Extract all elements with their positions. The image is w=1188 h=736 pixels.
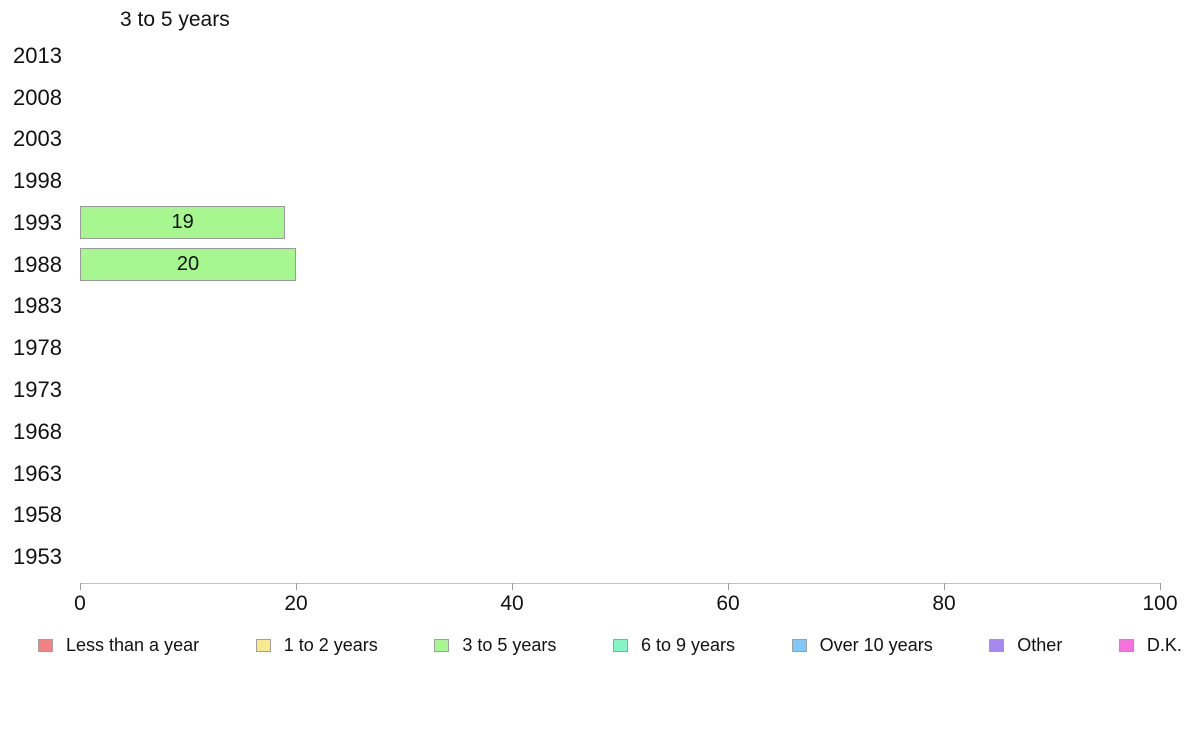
bar-value-label: 20	[176, 253, 200, 276]
chart-row: 1968	[0, 411, 1188, 453]
legend-item[interactable]: Less than a year	[38, 635, 199, 656]
legend-item-label: 3 to 5 years	[462, 634, 557, 655]
legend-item[interactable]: 3 to 5 years	[434, 635, 556, 656]
x-axis-tick-label: 0	[74, 591, 86, 615]
bar-track	[80, 77, 1160, 119]
y-axis-label: 2003	[13, 126, 62, 152]
legend-item[interactable]: 1 to 2 years	[255, 634, 378, 656]
bar-track	[80, 327, 1160, 369]
y-axis-label: 1963	[13, 460, 62, 486]
x-axis-tick	[944, 582, 945, 590]
y-axis-label: 1973	[13, 377, 62, 402]
legend-item-label: 1 to 2 years	[283, 634, 378, 655]
legend-swatch-icon	[38, 638, 53, 652]
chart-row: 1983	[0, 286, 1188, 328]
y-axis-label: 1958	[13, 502, 62, 528]
x-axis-tick-label: 60	[716, 591, 740, 615]
bar: 20	[80, 248, 296, 282]
legend: Less than a year 1 to 2 years 3 to 5 years…	[0, 635, 1188, 656]
chart-row: 1963	[0, 453, 1188, 495]
y-axis-label: 1968	[13, 418, 62, 444]
x-axis-tick	[512, 582, 513, 590]
bar-track	[80, 160, 1160, 202]
bar-track	[80, 35, 1160, 77]
legend-item-label: 6 to 9 years	[641, 634, 736, 655]
y-axis-label: 2013	[13, 42, 62, 68]
legend-item-label: Less than a year	[66, 634, 200, 655]
x-axis-tick-label: 80	[932, 591, 956, 615]
x-axis-tick-label: 40	[500, 591, 524, 615]
bar-track	[80, 453, 1160, 495]
y-axis-label: 1983	[13, 293, 62, 319]
legend-item[interactable]: Other	[989, 635, 1062, 656]
chart-row: 1978	[0, 327, 1188, 369]
legend-swatch-icon	[989, 638, 1005, 652]
y-axis-label: 1998	[13, 168, 62, 194]
chart-title: 3 to 5 years	[120, 8, 230, 31]
legend-item-label: Over 10 years	[819, 634, 933, 655]
x-axis-tick	[296, 582, 297, 590]
legend-swatch-icon	[434, 638, 450, 652]
legend-swatch-icon	[613, 638, 628, 652]
bar-track	[80, 369, 1160, 411]
bar-track	[80, 494, 1160, 536]
bar-value-label: 19	[171, 211, 194, 234]
legend-item-label: Other	[1017, 634, 1063, 655]
x-axis: 0 20 40 60 80 100	[74, 582, 1178, 620]
bar-track: 20	[80, 244, 1160, 286]
x-axis-line	[80, 582, 1160, 584]
plot-area: 2013 2008 2003 1998 1993 19 1988 20 1983 1978 1973…	[0, 35, 1188, 578]
y-axis-label: 1993	[13, 209, 62, 235]
legend-swatch-icon	[791, 638, 807, 652]
bar-track	[80, 286, 1160, 328]
x-axis-tick-label: 20	[284, 591, 308, 615]
legend-swatch-icon	[255, 638, 271, 652]
bar-track	[80, 411, 1160, 453]
bar-track: 19	[80, 202, 1160, 244]
chart-row: 1993 19	[0, 202, 1188, 244]
x-axis-tick	[728, 582, 729, 590]
chart-row: 2013	[0, 35, 1188, 77]
x-axis-tick-label: 100	[1142, 591, 1178, 615]
legend-item-label: D.K.	[1146, 634, 1182, 655]
x-axis-tick	[1160, 582, 1161, 590]
y-axis-label: 2008	[13, 84, 62, 110]
legend-item[interactable]: D.K.	[1118, 634, 1182, 656]
chart-row: 1998	[0, 160, 1188, 202]
chart-row: 1973	[0, 369, 1188, 411]
y-axis-label: 1953	[13, 544, 62, 570]
chart-row: 1953	[0, 536, 1188, 578]
chart-row: 1958	[0, 494, 1188, 536]
bar-track	[80, 536, 1160, 578]
legend-item[interactable]: 6 to 9 years	[613, 635, 735, 656]
legend-swatch-icon	[1118, 638, 1134, 652]
x-axis-tick	[80, 582, 81, 590]
chart-row: 2008	[0, 77, 1188, 119]
bar-track	[80, 119, 1160, 161]
chart-row: 2003	[0, 119, 1188, 161]
bar: 19	[80, 206, 286, 240]
y-axis-label: 1988	[13, 251, 62, 277]
chart-row: 1988 20	[0, 244, 1188, 286]
y-axis-label: 1978	[13, 335, 62, 361]
legend-item[interactable]: Over 10 years	[791, 634, 933, 656]
